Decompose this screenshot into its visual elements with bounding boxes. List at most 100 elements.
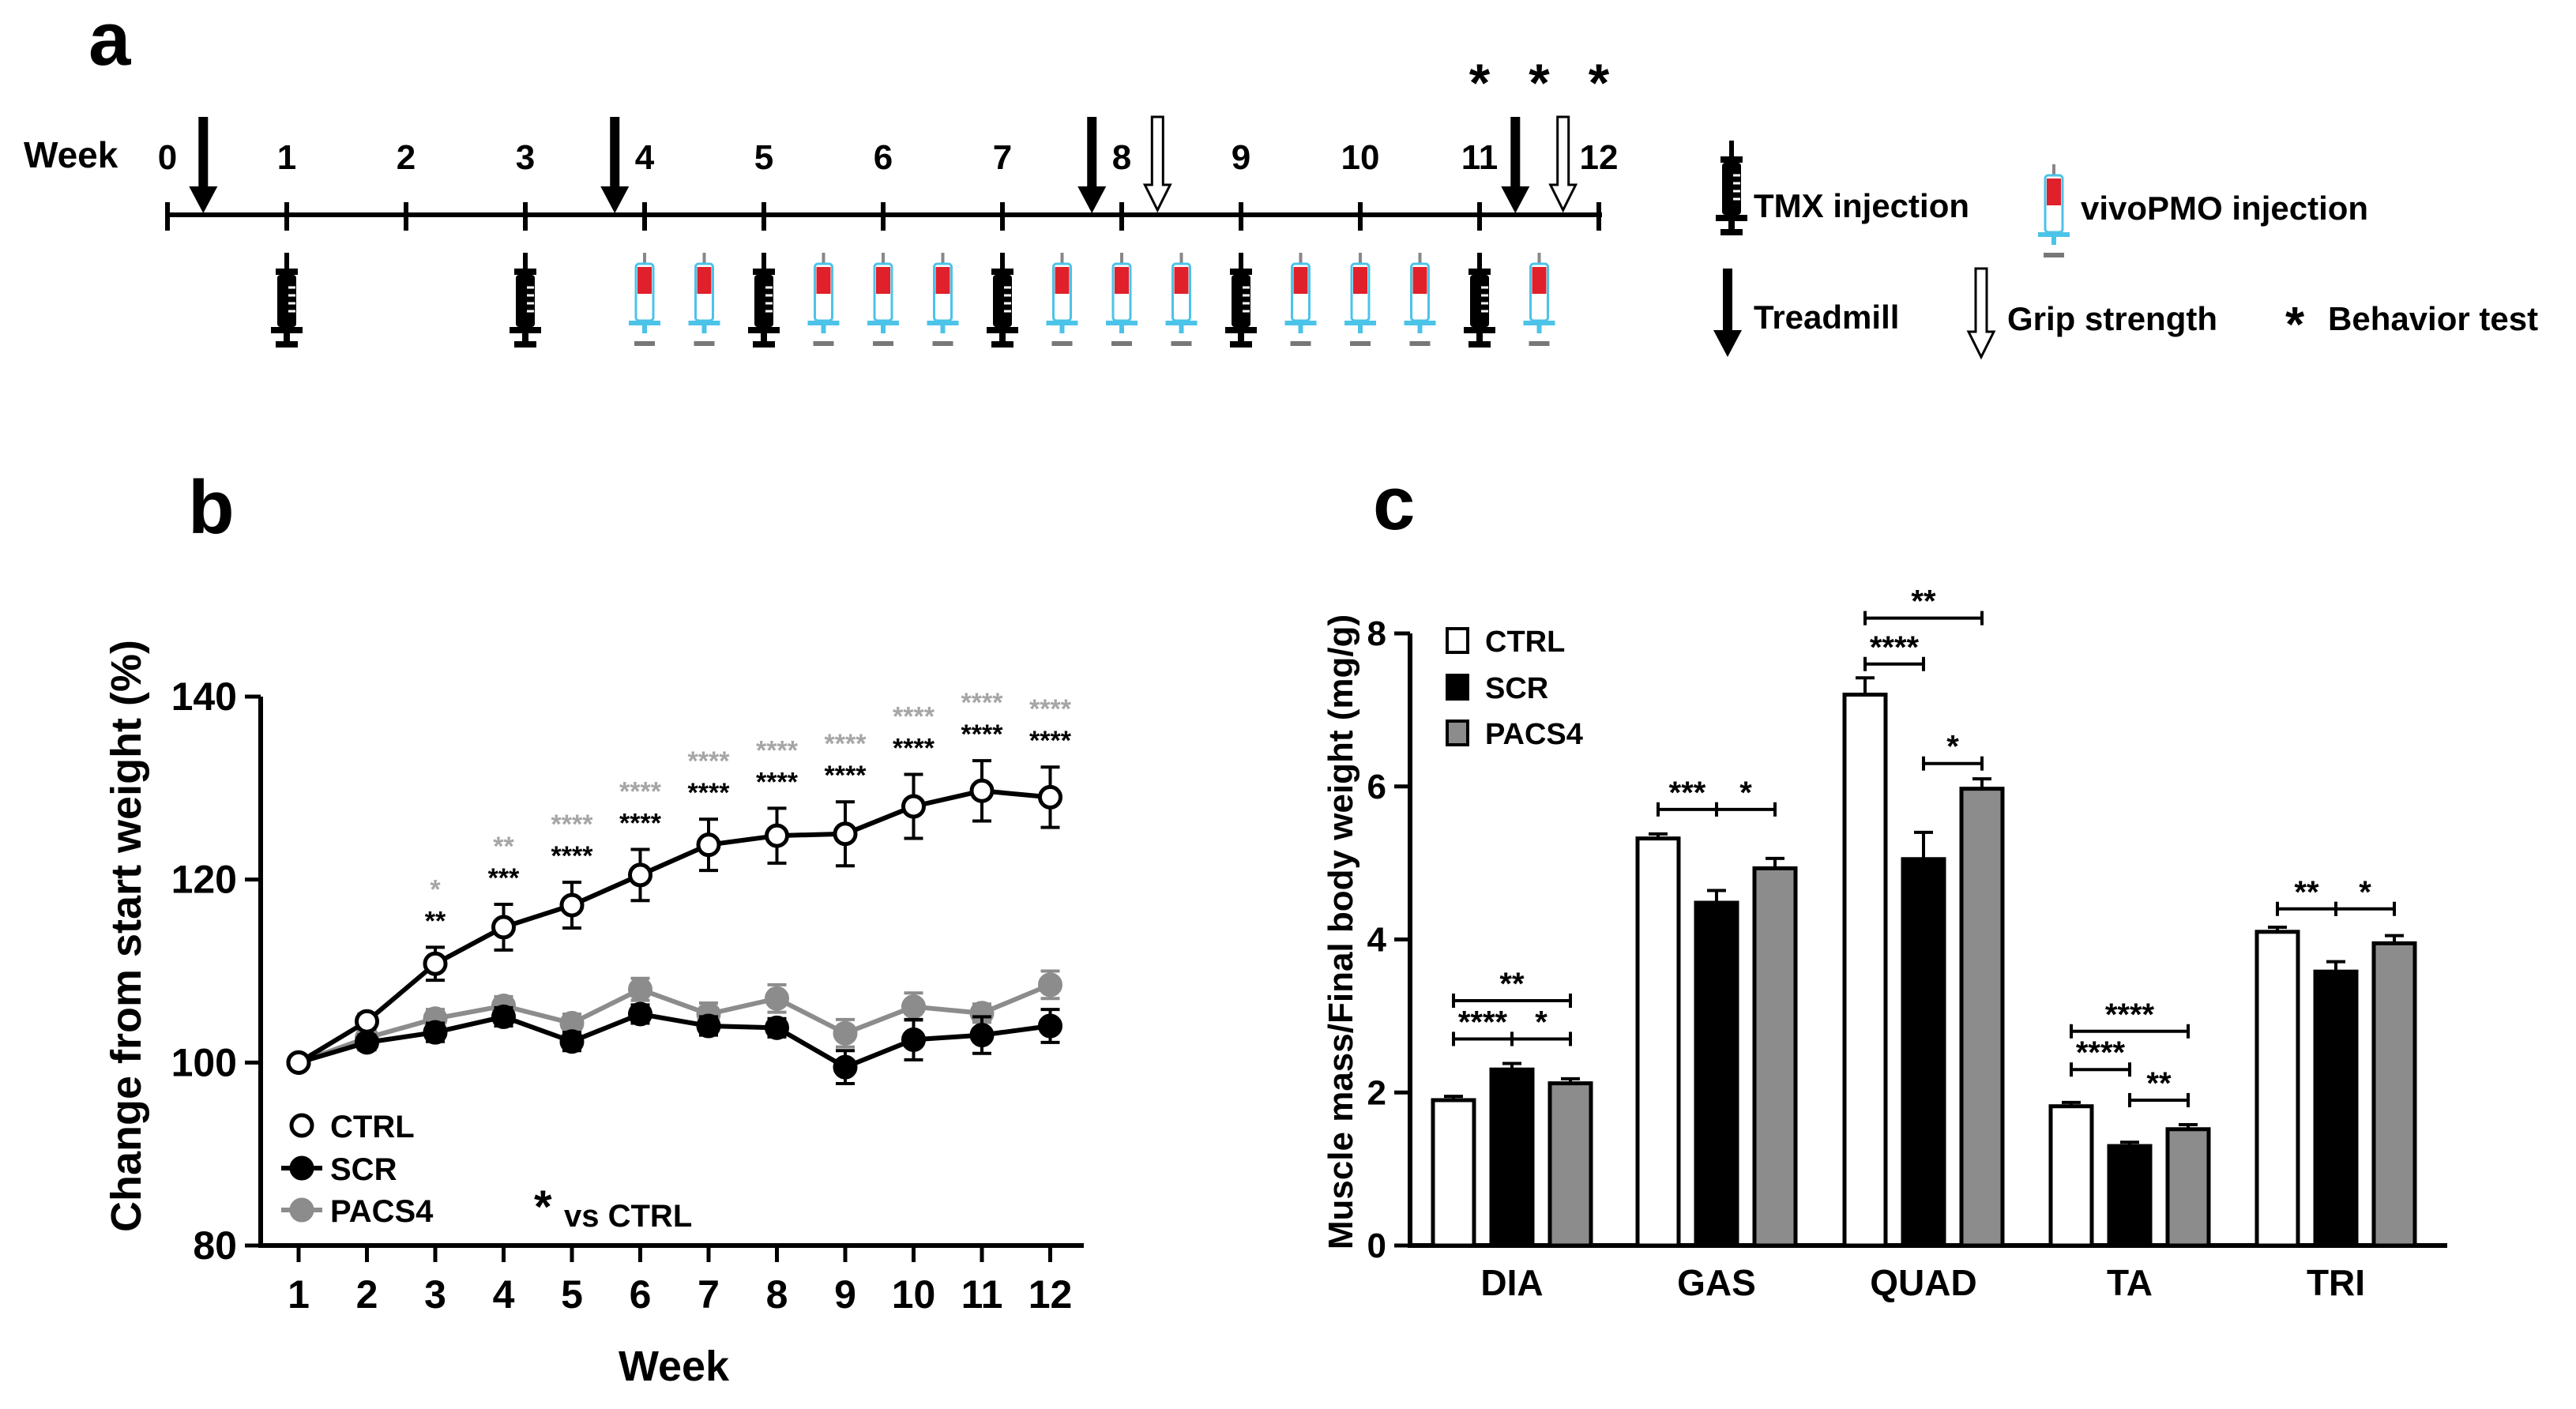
arrow-shaft xyxy=(610,117,620,188)
timeline-week-label: Week xyxy=(24,134,118,175)
significance-label-scr: **** xyxy=(961,720,1004,750)
syringe-needle xyxy=(2052,164,2055,177)
tmx-syringe-icon xyxy=(510,253,541,348)
chart-c-y-tick-label: 8 xyxy=(1367,614,1386,653)
significance-label-pacs4: **** xyxy=(619,776,662,806)
syringe-fluid xyxy=(1174,267,1189,294)
muscle-mass-chart: Muscle mass/Final body weight (mg/g) CTR… xyxy=(1322,584,2447,1303)
syringe-plunger xyxy=(1238,333,1244,341)
significance-label-pacs4: **** xyxy=(551,810,594,840)
tmx-syringe-icon xyxy=(987,253,1018,348)
grip-strength-arrow-icon xyxy=(1966,267,1996,360)
chart-c-category-label: GAS xyxy=(1677,1262,1756,1303)
chart-b-x-tick-label: 1 xyxy=(288,1272,310,1317)
data-point-scr xyxy=(765,1015,789,1040)
data-point-scr xyxy=(628,1001,652,1027)
syringe-needle xyxy=(702,253,706,265)
chart-b-x-tick-label: 2 xyxy=(356,1272,378,1317)
tmx-syringe-icon xyxy=(271,253,303,348)
significance-label: ** xyxy=(1499,967,1525,1001)
behavior-star: * xyxy=(1529,53,1550,113)
chart-c-category-label: DIA xyxy=(1480,1262,1543,1303)
bar-scr xyxy=(1901,857,1946,1248)
syringe-base xyxy=(2044,253,2064,257)
timeline: Week 0 1 2 3 4 5 6 7 8 9 10 11 12* * * xyxy=(24,53,1618,348)
panel-label-b: b xyxy=(188,465,235,550)
significance-label: * xyxy=(1946,730,1959,765)
syringe-hub xyxy=(514,269,536,275)
chart-c-y-tick-label: 0 xyxy=(1367,1227,1386,1265)
significance-label-pacs4: * xyxy=(430,874,441,904)
timeline-tick-label: 5 xyxy=(754,138,773,177)
syringe-fluid xyxy=(876,267,890,294)
syringe-needle xyxy=(822,253,825,265)
legend-swatch-ctrl xyxy=(1446,627,1469,654)
significance-label-pacs4: **** xyxy=(756,735,799,765)
syringe-needle xyxy=(1359,253,1362,265)
syringe-flange xyxy=(1046,321,1078,325)
syringe-needle xyxy=(941,253,945,265)
bar-ctrl xyxy=(2254,930,2300,1248)
legend-marker-pacs4 xyxy=(289,1197,314,1223)
chart-b-legend-ctrl: CTRL xyxy=(330,1110,415,1144)
legend-treadmill-label: Treadmill xyxy=(1754,299,1899,336)
syringe-flange xyxy=(927,321,959,325)
data-point-ctrl xyxy=(355,1009,379,1034)
vivopmo-syringe-icon xyxy=(807,253,840,346)
vivopmo-syringe-icon xyxy=(1404,253,1436,346)
syringe-plunger xyxy=(1059,325,1065,333)
data-point-ctrl xyxy=(628,862,652,888)
timeline-tick-label: 12 xyxy=(1580,138,1619,177)
arrow-shaft xyxy=(1087,117,1097,188)
bar-ctrl xyxy=(1842,693,1888,1248)
syringe-flange xyxy=(807,321,840,325)
weight-change-chart: Change from start weight (%) Week CTRL S… xyxy=(103,640,1084,1390)
vivopmo-syringe-icon xyxy=(1106,253,1138,346)
syringe-base xyxy=(813,341,834,346)
bar-scr xyxy=(2313,969,2359,1248)
significance-label-pacs4: ** xyxy=(493,832,514,862)
grip-strength-arrow-icon xyxy=(1966,267,1996,360)
significance-label-pacs4: **** xyxy=(1029,694,1072,724)
syringe-hub xyxy=(1720,156,1743,163)
chart-c-category-label: TA xyxy=(2107,1262,2153,1303)
data-point-pacs4 xyxy=(901,994,926,1020)
chart-c-legend-scr: SCR xyxy=(1485,672,1548,705)
syringe-plunger xyxy=(999,333,1006,341)
syringe-flange xyxy=(867,321,899,325)
chart-b-x-tick-label: 7 xyxy=(698,1272,720,1317)
data-point-scr xyxy=(491,1004,516,1029)
chart-b-xlabel: Week xyxy=(619,1343,730,1390)
data-point-ctrl xyxy=(559,892,585,918)
panel-label-c: c xyxy=(1373,461,1415,546)
syringe-flange xyxy=(748,327,780,333)
syringe-needle xyxy=(1477,253,1482,270)
chart-b-x-tick-label: 12 xyxy=(1029,1272,1073,1317)
syringe-barrel xyxy=(516,275,535,327)
significance-label: **** xyxy=(2105,998,2155,1032)
tmx-syringe-icon xyxy=(1716,141,1747,235)
syringe-base xyxy=(1051,341,1073,346)
legend-tmx-label: TMX injection xyxy=(1754,187,1969,224)
data-point-pacs4 xyxy=(628,977,652,1002)
chart-c-category-label: QUAD xyxy=(1870,1262,1976,1303)
bar-scr xyxy=(1489,1067,1535,1248)
syringe-hub xyxy=(1469,269,1491,275)
chart-c-legend-pacs4: PACS4 xyxy=(1485,718,1583,751)
chart-b-x-tick-label: 5 xyxy=(561,1272,583,1317)
significance-label: ** xyxy=(2146,1066,2172,1101)
syringe-flange xyxy=(1404,321,1436,325)
significance-label-pacs4: **** xyxy=(961,688,1004,718)
syringe-base xyxy=(694,341,715,346)
data-point-ctrl xyxy=(969,778,995,803)
syringe-needle xyxy=(284,253,289,270)
timeline-tick-label: 8 xyxy=(1112,138,1131,177)
bar-ctrl xyxy=(1431,1098,1476,1248)
timeline-tick-label: 9 xyxy=(1232,138,1250,177)
data-point-ctrl xyxy=(765,823,789,848)
syringe-base xyxy=(1409,341,1431,346)
vivopmo-syringe-icon xyxy=(1344,253,1376,346)
syringe-barrel xyxy=(1470,275,1489,327)
syringe-needle xyxy=(882,253,885,265)
